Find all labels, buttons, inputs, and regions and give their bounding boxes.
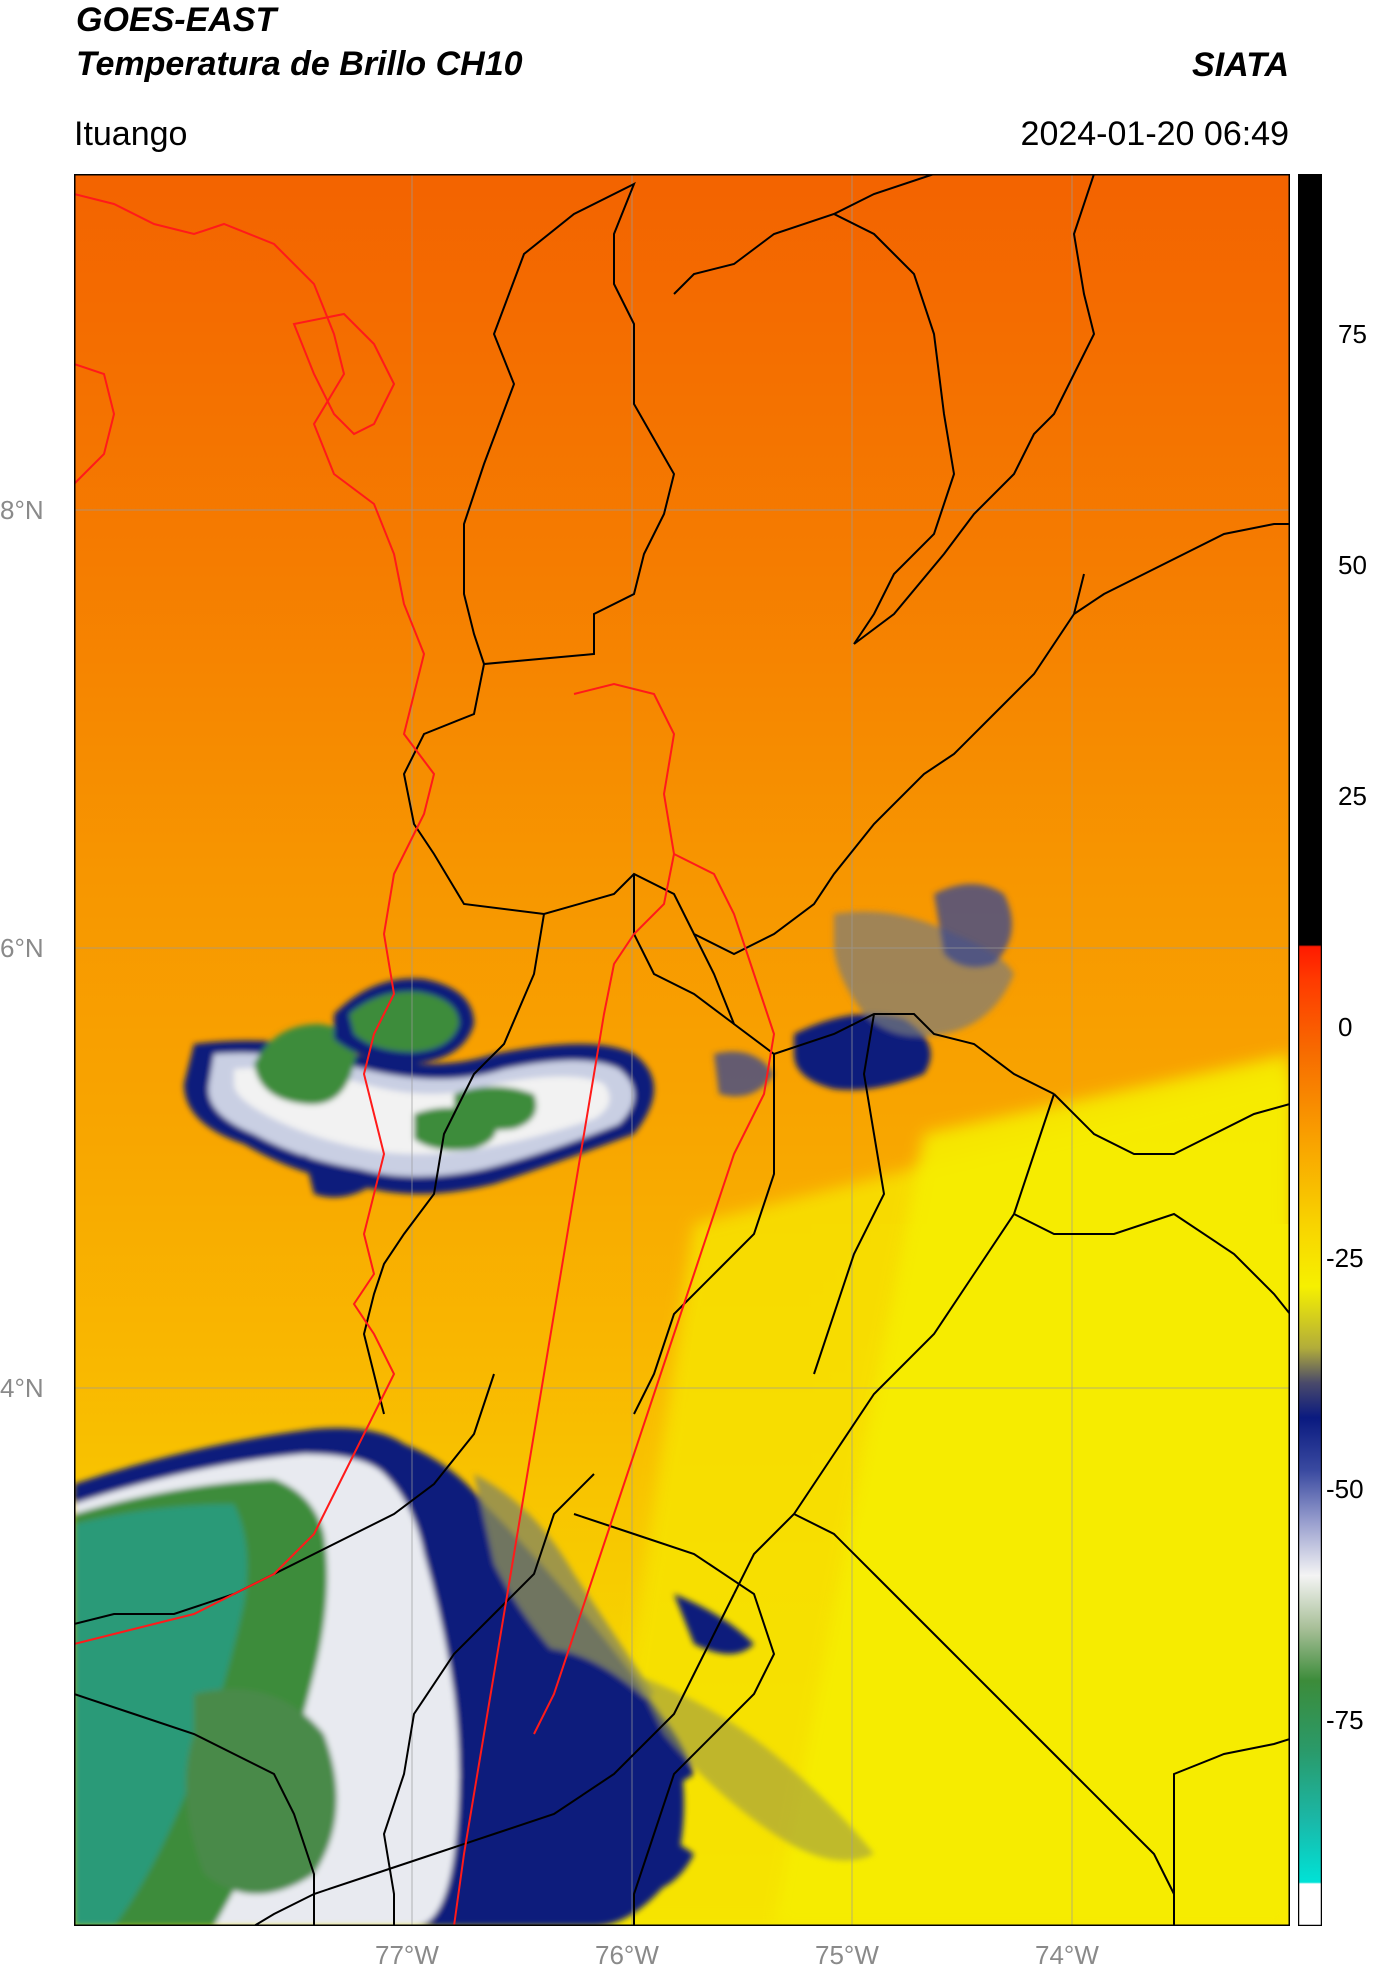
colorbar-tick-0: 0 — [1338, 1012, 1353, 1042]
colorbar-tick-25: 25 — [1338, 781, 1367, 811]
lon-label-76w: 76°W — [595, 1940, 659, 1970]
graticule — [74, 174, 1290, 1926]
cloud-band-north — [184, 884, 1014, 1198]
department-borders — [74, 174, 1290, 1926]
satellite-map — [74, 174, 1290, 1926]
title-line-2: Temperatura de Brillo CH10 — [76, 45, 523, 83]
lon-label-74w: 74°W — [1035, 1940, 1099, 1970]
brand-label: SIATA — [1192, 46, 1289, 84]
lat-label-8n: 8°N — [0, 495, 44, 525]
timestamp-label: 2024-01-20 06:49 — [1020, 115, 1289, 153]
colorbar-tick-neg25: -25 — [1326, 1243, 1364, 1273]
lon-label-75w: 75°W — [815, 1940, 879, 1970]
lat-label-4n: 4°N — [0, 1373, 44, 1403]
cloud-complex-south — [74, 1428, 874, 1926]
colorbar — [1298, 174, 1322, 1926]
colorbar-tick-neg50: -50 — [1326, 1474, 1364, 1504]
coastline — [74, 193, 776, 1926]
lon-label-77w: 77°W — [375, 1940, 439, 1970]
lat-label-6n: 6°N — [0, 933, 44, 963]
location-label: Ituango — [74, 115, 188, 153]
colorbar-tick-50: 50 — [1338, 550, 1367, 580]
colorbar-tick-75: 75 — [1338, 319, 1367, 349]
colorbar-tick-neg75: -75 — [1326, 1705, 1364, 1735]
title-line-1: GOES-EAST — [76, 1, 277, 39]
